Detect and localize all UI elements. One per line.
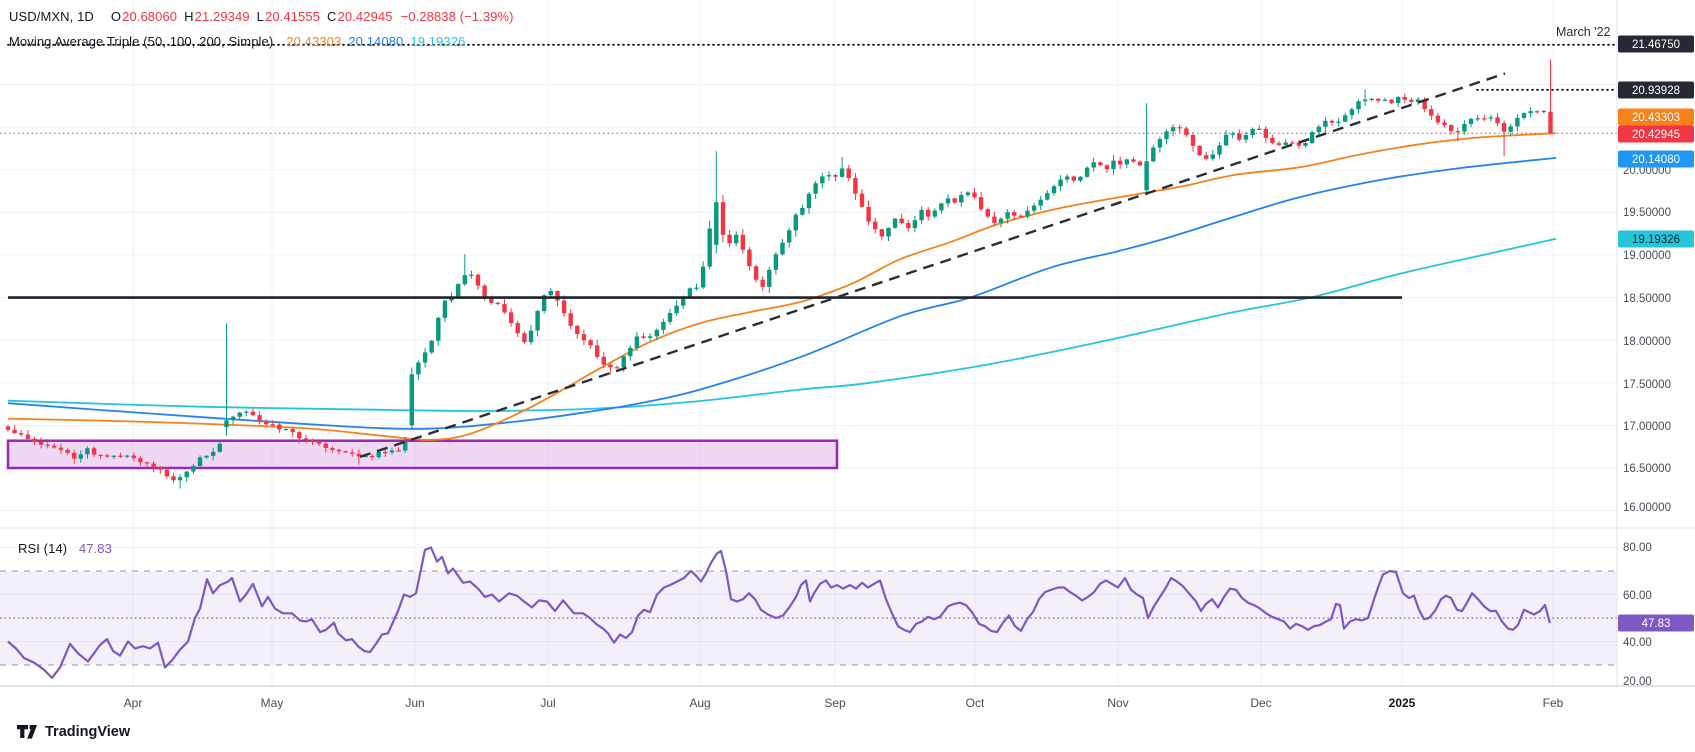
ohlc-label-c: C [327, 9, 337, 24]
price-axis-label: 18.50000 [1623, 293, 1671, 305]
time-axis-label: Sep [824, 696, 846, 710]
ma-legend-value-0: 20.43303 [286, 34, 342, 49]
candles [5, 59, 1553, 489]
price-axis-label: 18.00000 [1623, 336, 1671, 348]
time-axis-label: Apr [124, 696, 143, 710]
rsi-line[interactable] [7, 546, 1552, 680]
support-zone-rect[interactable] [6, 439, 839, 470]
price-axis-label: 80.00 [1623, 542, 1652, 554]
moving-averages [7, 132, 1557, 441]
price-badge-label: 19.19326 [1632, 234, 1680, 246]
ohlc-label-o: O [110, 9, 122, 24]
trendline[interactable] [359, 72, 1506, 459]
time-axis-label: May [261, 696, 284, 710]
indicator-values: 20.43303 20.14080 19.19326 [279, 34, 465, 49]
tradingview-logo[interactable]: TradingView [16, 724, 130, 740]
symbol-legend[interactable]: USD/MXN, 1D O20.68060 H21.29349 L20.41555 C2… [9, 9, 514, 24]
price-badge [1618, 230, 1694, 248]
march22-level-note: March '22 [1556, 25, 1611, 39]
time-axis-label: Aug [689, 696, 710, 710]
price-axis-label: 20.00000 [1623, 165, 1671, 177]
tradingview-logo-icon [17, 725, 37, 739]
time-axis-label: Jun [405, 696, 424, 710]
price-badge [1618, 150, 1694, 168]
price-axis-label: 60.00 [1623, 590, 1652, 602]
price-axis-label: 19.00000 [1623, 250, 1671, 262]
indicator-legend[interactable]: Moving Average Triple (50, 100, 200, Sim… [9, 34, 465, 49]
price-badge-label: 20.42945 [1632, 129, 1680, 141]
price-axis-label: 20.00 [1623, 676, 1652, 688]
ohlc-value-h: 21.29349 [194, 9, 250, 24]
rsi-value: 47.83 [78, 541, 112, 556]
price-badge-label: 20.14080 [1632, 154, 1680, 166]
indicator-name[interactable]: Moving Average Triple (50, 100, 200, Sim… [9, 34, 274, 49]
ohlc-label-h: H [184, 9, 194, 24]
ma-legend-value-2: 19.19326 [410, 34, 466, 49]
ma200-line[interactable] [7, 237, 1557, 412]
rsi-legend[interactable]: RSI (14) 47.83 [18, 541, 112, 556]
price-badge-label: 20.93928 [1632, 85, 1680, 97]
rsi-band [0, 571, 1617, 665]
ohlc-value-c: 20.42945 [337, 9, 393, 24]
time-axis-label: Jul [540, 696, 555, 710]
price-badge [1618, 81, 1694, 99]
time-axis-label: Nov [1107, 696, 1128, 710]
price-badge-label: 21.46750 [1632, 39, 1680, 51]
price-badge [1618, 614, 1694, 632]
symbol-title[interactable]: USD/MXN, 1D [9, 9, 94, 24]
ma-legend-value-1: 20.14080 [348, 34, 404, 49]
time-axis-label: Oct [966, 696, 985, 710]
price-axis-label: 16.50000 [1623, 463, 1671, 475]
price-badge [1618, 108, 1694, 126]
time-axis-label: 2025 [1389, 696, 1416, 710]
price-badge [1618, 35, 1694, 53]
ohlc-value-o: 20.68060 [122, 9, 178, 24]
ohlc-values: O20.68060 H21.29349 L20.41555 C20.42945 −0.2… [104, 9, 514, 24]
price-axis-label: 17.00000 [1623, 421, 1671, 433]
ma100-line[interactable] [7, 157, 1557, 430]
price-axis-label: 19.50000 [1623, 207, 1671, 219]
price-axis-label: 17.50000 [1623, 379, 1671, 391]
price-axis-label: 16.00000 [1623, 502, 1671, 514]
rsi-indicator-name[interactable]: RSI (14) [18, 541, 68, 556]
price-axis-label: 40.00 [1623, 637, 1652, 649]
ohlc-label-l: L [256, 9, 265, 24]
price-badge-label: 47.83 [1642, 618, 1671, 630]
price-badge-label: 20.43303 [1632, 112, 1680, 124]
ma50-line[interactable] [7, 132, 1557, 441]
price-badge [1618, 125, 1694, 143]
time-axis-label: Feb [1543, 696, 1564, 710]
time-axis[interactable]: Apr May Jun Jul Aug Sep Oct Nov Dec 2025 Feb [124, 696, 1564, 710]
tradingview-logo-text: TradingView [45, 724, 131, 740]
time-axis-label: Dec [1250, 696, 1271, 710]
ohlc-value-l: 20.41555 [265, 9, 321, 24]
change-value: −0.28838 (−1.39%) [400, 9, 514, 24]
price-axis[interactable]: 20.00000 19.50000 19.00000 18.50000 18.00000… [1618, 35, 1694, 689]
